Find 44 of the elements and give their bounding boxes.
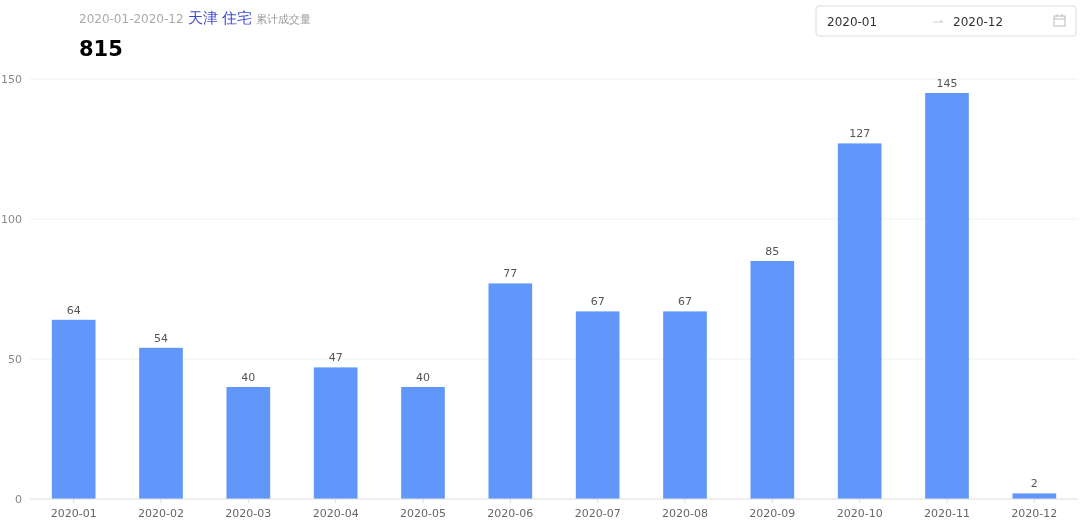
x-tick-label: 2020-11 <box>924 507 970 520</box>
bar <box>488 283 533 499</box>
text: 2020-01-2020-12 <box>79 12 184 26</box>
x-tick-label: 2020-07 <box>574 507 621 520</box>
bar <box>837 143 882 499</box>
x-tick-label: 2020-03 <box>225 507 272 520</box>
data-label: 67 <box>590 295 605 309</box>
text: 天津 住宅 <box>187 9 253 27</box>
data-label: 47 <box>328 351 343 365</box>
data-label: 40 <box>241 371 256 384</box>
data-label: 127 <box>849 127 871 141</box>
bar <box>51 319 96 499</box>
bar <box>313 367 358 499</box>
data-label: 40 <box>416 371 430 384</box>
bar <box>226 387 271 499</box>
y-tick-label: 100 <box>1 212 22 226</box>
y-tick-label: 50 <box>8 352 22 366</box>
data-label: 145 <box>936 77 958 90</box>
x-tick-label: 2020-05 <box>400 507 446 520</box>
x-tick-label: 2020-02 <box>138 507 184 520</box>
y-tick-label: 150 <box>1 72 22 86</box>
x-tick-label: 2020-01 <box>50 507 97 520</box>
bar <box>750 261 795 499</box>
x-tick-label: 2020-10 <box>836 507 883 520</box>
data-label: 77 <box>503 267 518 281</box>
bar <box>575 311 620 499</box>
y-tick-label: 0 <box>15 492 22 506</box>
data-label: 2 <box>1030 477 1038 491</box>
x-tick-label: 2020-12 <box>1011 507 1058 520</box>
bar <box>139 347 183 499</box>
date-range-picker: 2020-01 2020-12 <box>815 5 1077 37</box>
bar <box>925 93 969 499</box>
bar <box>401 387 445 499</box>
data-label: 64 <box>66 303 81 317</box>
x-tick-label: 2020-09 <box>749 507 796 520</box>
data-label: 54 <box>154 331 168 345</box>
text: 累计成交量 <box>256 13 312 26</box>
data-label: 67 <box>678 295 692 309</box>
data-label: 85 <box>765 245 780 258</box>
bar <box>663 311 707 499</box>
chart-title: 815 <box>79 37 123 61</box>
x-tick-label: 2020-04 <box>312 507 359 520</box>
x-tick-label: 2020-06 <box>487 507 534 520</box>
x-tick-label: 2020-08 <box>662 507 708 520</box>
